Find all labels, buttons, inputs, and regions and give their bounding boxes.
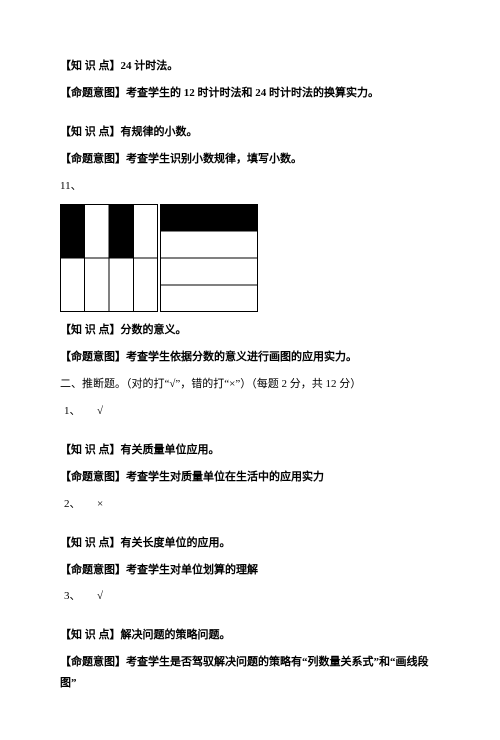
knowledge-point: 【知 识 点】24 计时法。 xyxy=(60,56,440,77)
knowledge-point: 【知 识 点】解决问题的策略问题。 xyxy=(60,625,440,646)
question-number: 11、 xyxy=(60,176,440,197)
intent-text: 【命题意图】考查学生的 12 时计时法和 24 时计时法的换算实力。 xyxy=(60,83,440,104)
knowledge-point: 【知 识 点】有关长度单位的应用。 xyxy=(60,533,440,554)
intent-text: 【命题意图】考查学生识别小数规律，填写小数。 xyxy=(60,149,440,170)
knowledge-point: 【知 识 点】有关质量单位应用。 xyxy=(60,440,440,461)
intent-text: 【命题意图】考查学生依据分数的意义进行画图的应用实力。 xyxy=(60,347,440,368)
fraction-figure xyxy=(60,204,440,312)
answer-item: 1、 √ xyxy=(64,401,440,422)
document-page: 【知 识 点】24 计时法。 【命题意图】考查学生的 12 时计时法和 24 时… xyxy=(0,0,500,740)
section-heading: 二、推断题。（对的打“√”，错的打“×”）（每题 2 分，共 12 分） xyxy=(60,374,440,395)
intent-text: 【命题意图】考查学生是否驾驭解决问题的策略有“列数量关系式”和“画线段图” xyxy=(60,652,440,694)
intent-text: 【命题意图】考查学生对单位划算的理解 xyxy=(60,560,440,581)
intent-text: 【命题意图】考查学生对质量单位在生活中的应用实力 xyxy=(60,467,440,488)
answer-item: 3、 √ xyxy=(64,586,440,607)
knowledge-point: 【知 识 点】有规律的小数。 xyxy=(60,122,440,143)
answer-item: 2、 × xyxy=(64,494,440,515)
knowledge-point: 【知 识 点】分数的意义。 xyxy=(60,320,440,341)
